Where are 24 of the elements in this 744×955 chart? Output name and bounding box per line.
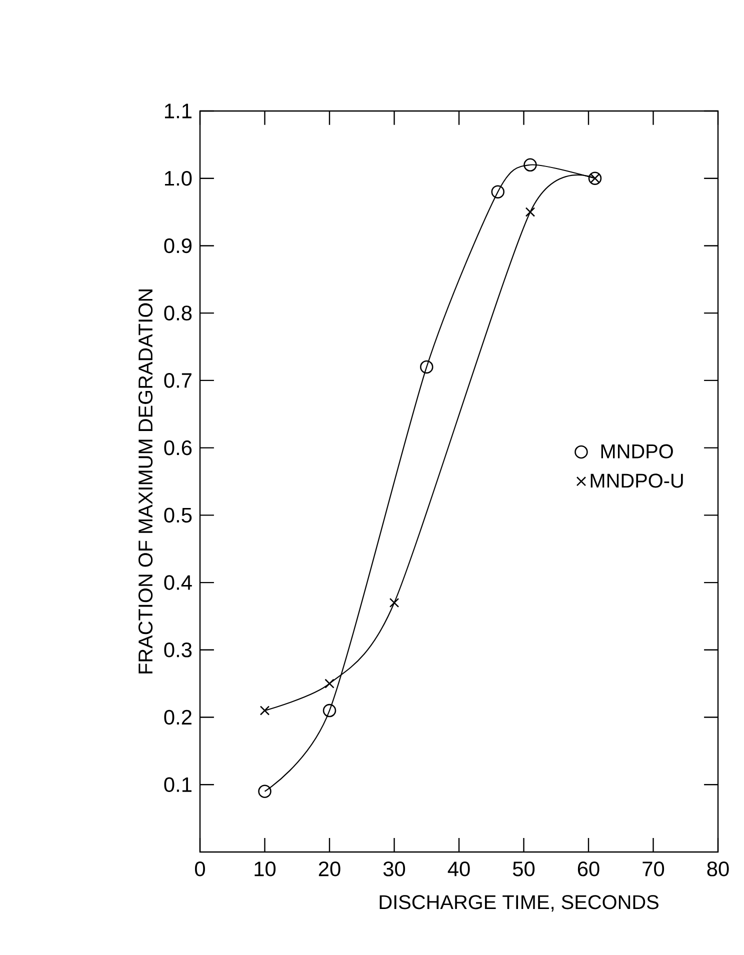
x-tick-label: 10 — [254, 861, 276, 876]
x-tick-label: 30 — [383, 861, 406, 876]
y-tick-label: 1.0 — [165, 170, 192, 186]
y-tick-label: 0.2 — [164, 710, 192, 725]
y-tick-label: 0.6 — [164, 440, 192, 456]
x-tick-label: 50 — [512, 861, 535, 876]
y-tick-label: 0.3 — [164, 642, 192, 658]
y-tick-label: 0.7 — [164, 373, 192, 388]
x-tick-label: 40 — [448, 861, 470, 876]
y-tick-label: 1.1 — [165, 104, 192, 118]
y-tick-label: 0.9 — [164, 238, 192, 254]
x-tick-label: 20 — [318, 861, 340, 876]
legend-label: MNDPO-U — [590, 474, 683, 488]
legend-label: MNDPO — [601, 444, 673, 458]
y-tick-label: 0.5 — [164, 508, 192, 523]
x-tick-label: 0 — [194, 861, 205, 876]
x-tick-label: 70 — [642, 861, 664, 876]
x-axis-title: DISCHARGE TIME, SECONDS — [380, 895, 658, 912]
x-tick-label: 80 — [707, 861, 729, 876]
y-tick-label: 0.1 — [164, 777, 192, 792]
y-axis-title: FRACTION OF MAXIMUM DEGRADATION — [138, 290, 153, 674]
y-tick-label: 0.4 — [164, 575, 192, 590]
x-tick-label: 60 — [578, 861, 600, 876]
y-tick-label: 0.8 — [164, 306, 192, 320]
